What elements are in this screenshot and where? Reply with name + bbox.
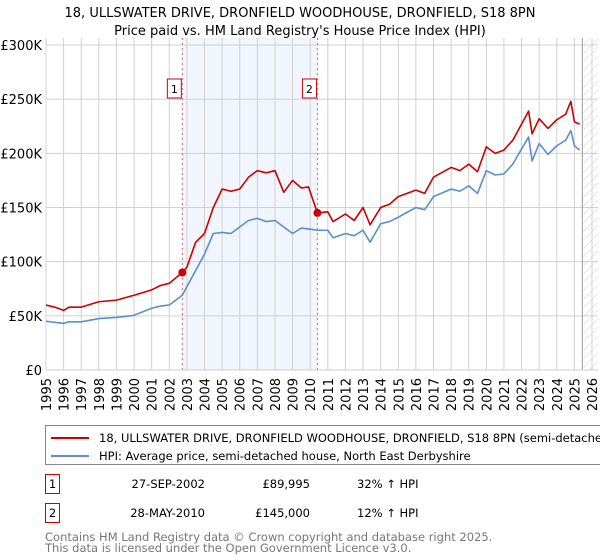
transaction-price: £89,995 <box>262 477 310 491</box>
future-hatch <box>583 38 598 370</box>
x-tick-label: 2008 <box>269 378 284 411</box>
legend-item-property: 18, ULLSWATER DRIVE, DRONFIELD WOODHOUSE… <box>51 430 600 446</box>
x-tick-label: 2018 <box>445 378 460 411</box>
transaction-price: £145,000 <box>255 506 310 520</box>
x-tick-label: 2023 <box>533 378 548 411</box>
legend-label-property: 18, ULLSWATER DRIVE, DRONFIELD WOODHOUSE… <box>99 431 600 445</box>
x-tick-label: 2025 <box>568 378 583 411</box>
x-tick-label: 2003 <box>181 378 196 411</box>
y-tick-label: £50K <box>9 310 43 325</box>
transaction-row: 1 27-SEP-2002 £89,995 32% ↑ HPI <box>45 474 445 494</box>
sale-marker-box <box>166 78 182 99</box>
y-tick-label: £250K <box>0 93 42 108</box>
x-tick-label: 2021 <box>498 378 513 411</box>
price-paid-line <box>45 100 580 312</box>
y-tick-label: £150K <box>0 202 42 217</box>
x-tick-label: 1999 <box>110 378 125 411</box>
x-tick-label: 2013 <box>357 378 372 411</box>
x-tick-label: 2022 <box>516 378 531 411</box>
x-tick-label: 2005 <box>216 378 231 411</box>
x-tick-label: 2012 <box>339 378 354 411</box>
transaction-date: 27-SEP-2002 <box>131 477 205 491</box>
x-tick-label: 1996 <box>58 378 73 411</box>
x-tick-label: 2007 <box>251 378 266 411</box>
hpi-line <box>45 129 581 325</box>
x-tick-label: 1995 <box>40 378 55 411</box>
legend-label-hpi: HPI: Average price, semi-detached house,… <box>99 449 471 463</box>
x-tick-label: 1997 <box>75 378 90 411</box>
x-tick-label: 2002 <box>163 378 178 411</box>
x-tick-label: 2015 <box>392 378 407 411</box>
sale-marker-box <box>301 78 317 99</box>
x-tick-label: 2010 <box>304 378 319 411</box>
x-tick-label: 2016 <box>410 378 425 411</box>
x-tick-label: 2024 <box>551 378 566 411</box>
x-tick-label: 2001 <box>146 378 161 411</box>
x-tick-label: 2006 <box>234 378 249 411</box>
legend: 18, ULLSWATER DRIVE, DRONFIELD WOODHOUSE… <box>45 425 600 465</box>
chart-title: 18, ULLSWATER DRIVE, DRONFIELD WOODHOUSE… <box>65 6 536 21</box>
x-tick-label: 2011 <box>322 378 337 411</box>
x-tick-label: 2004 <box>199 378 214 411</box>
sale-point <box>178 268 187 277</box>
blue-line-swatch <box>51 455 89 457</box>
sale-marker-label: 1 <box>171 83 178 96</box>
x-tick-label: 2017 <box>427 378 442 411</box>
x-tick-label: 2019 <box>463 378 478 411</box>
sale-marker-label: 2 <box>306 83 313 96</box>
legend-item-hpi: HPI: Average price, semi-detached house,… <box>51 448 471 464</box>
y-tick-label: £0 <box>25 364 42 379</box>
y-tick-label: £200K <box>0 147 42 162</box>
transaction-hpi: 12% ↑ HPI <box>357 506 419 520</box>
sale-period-shading <box>182 38 318 370</box>
x-tick-label: 1998 <box>93 378 108 411</box>
transaction-hpi: 32% ↑ HPI <box>357 477 419 491</box>
footer-copyright: Contains HM Land Registry data © Crown c… <box>45 530 493 544</box>
transaction-date: 28-MAY-2010 <box>130 506 205 520</box>
x-tick-label: 2014 <box>375 378 390 411</box>
red-line-swatch <box>51 437 89 439</box>
transaction-number: 2 <box>45 503 60 523</box>
chart-subtitle: Price paid vs. HM Land Registry's House … <box>114 24 486 39</box>
price-chart: 18, ULLSWATER DRIVE, DRONFIELD WOODHOUSE… <box>0 6 600 411</box>
x-tick-label: 2026 <box>586 378 600 411</box>
x-tick-label: 2020 <box>480 378 495 411</box>
transaction-row: 2 28-MAY-2010 £145,000 12% ↑ HPI <box>45 503 445 523</box>
sale-point <box>313 208 322 217</box>
y-tick-label: £100K <box>0 256 42 271</box>
transaction-number: 1 <box>45 474 60 494</box>
footer-licence: This data is licensed under the Open Gov… <box>45 541 412 555</box>
y-tick-label: £300K <box>0 39 42 54</box>
x-tick-label: 2009 <box>287 378 302 411</box>
x-tick-label: 2000 <box>128 378 143 411</box>
